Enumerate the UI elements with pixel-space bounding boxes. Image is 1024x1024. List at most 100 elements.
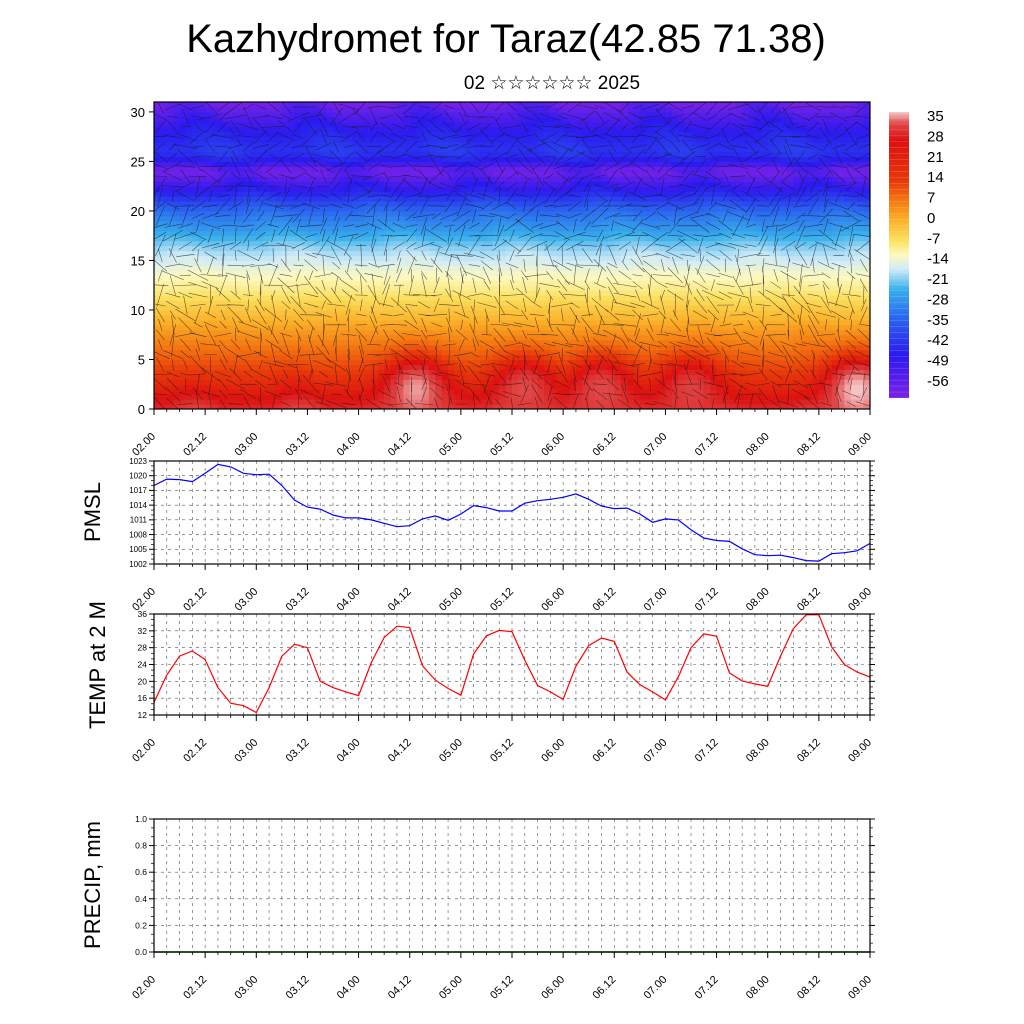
field-cell bbox=[614, 240, 622, 247]
field-cell bbox=[166, 295, 174, 301]
field-cell bbox=[179, 215, 187, 222]
field-cell bbox=[441, 102, 449, 108]
field-cell bbox=[614, 260, 622, 266]
field-cell bbox=[409, 394, 417, 400]
field-cell bbox=[403, 191, 411, 197]
field-cell bbox=[448, 156, 456, 163]
field-cell bbox=[154, 265, 161, 271]
field-cell bbox=[243, 384, 251, 390]
field-cell bbox=[358, 339, 366, 346]
field-cell bbox=[364, 280, 372, 286]
field-cell bbox=[505, 359, 513, 366]
field-cell bbox=[441, 245, 449, 252]
field-cell bbox=[639, 176, 647, 182]
field-cell bbox=[652, 339, 660, 346]
field-cell bbox=[205, 156, 213, 163]
field-cell bbox=[531, 225, 539, 232]
field-cell bbox=[492, 379, 500, 385]
field-cell bbox=[448, 161, 456, 167]
field-cell bbox=[294, 285, 302, 291]
field-cell bbox=[301, 324, 309, 331]
field-cell bbox=[556, 309, 564, 316]
field-cell bbox=[569, 364, 577, 370]
field-cell bbox=[230, 250, 238, 257]
field-cell bbox=[569, 309, 577, 316]
field-cell bbox=[217, 404, 225, 409]
field-cell bbox=[390, 384, 398, 390]
field-cell bbox=[333, 404, 340, 409]
field-cell bbox=[422, 260, 430, 266]
field-cell bbox=[173, 111, 181, 118]
field-cell bbox=[224, 329, 232, 336]
field-cell bbox=[569, 141, 577, 148]
field-cell bbox=[352, 116, 360, 123]
field-cell bbox=[486, 300, 494, 306]
field-cell bbox=[173, 319, 181, 326]
field-cell bbox=[179, 379, 187, 385]
field-cell bbox=[614, 161, 622, 167]
field-cell bbox=[416, 215, 424, 222]
field-cell bbox=[563, 156, 571, 163]
field-cell bbox=[588, 260, 596, 266]
field-cell bbox=[435, 344, 443, 351]
field-cell bbox=[646, 181, 654, 187]
field-cell bbox=[275, 235, 283, 242]
field-cell bbox=[627, 384, 635, 390]
field-cell bbox=[543, 146, 551, 153]
field-cell bbox=[614, 265, 622, 271]
field-cell bbox=[403, 339, 411, 346]
field-cell bbox=[339, 334, 347, 341]
field-cell bbox=[524, 374, 532, 380]
field-cell bbox=[160, 102, 168, 108]
field-cell bbox=[301, 354, 309, 361]
field-cell bbox=[262, 196, 270, 202]
field-cell bbox=[627, 220, 635, 227]
field-cell bbox=[499, 106, 507, 113]
field-cell bbox=[154, 364, 161, 370]
field-cell bbox=[294, 111, 302, 118]
field-cell bbox=[473, 220, 481, 227]
field-cell bbox=[435, 186, 443, 192]
field-cell bbox=[428, 404, 436, 409]
field-cell bbox=[262, 111, 270, 118]
field-cell bbox=[313, 245, 321, 252]
field-cell bbox=[582, 334, 590, 341]
field-cell bbox=[467, 309, 475, 316]
field-cell bbox=[345, 314, 353, 321]
field-cell bbox=[550, 225, 558, 232]
field-cell bbox=[505, 379, 513, 385]
field-cell bbox=[269, 121, 277, 128]
field-cell bbox=[563, 309, 571, 316]
field-cell bbox=[556, 235, 564, 242]
field-cell bbox=[595, 329, 603, 336]
field-cell bbox=[659, 364, 667, 370]
field-cell bbox=[620, 364, 628, 370]
field-cell bbox=[224, 215, 232, 222]
field-cell bbox=[556, 156, 564, 163]
field-cell bbox=[403, 230, 411, 237]
field-cell bbox=[326, 146, 334, 153]
field-cell bbox=[460, 255, 468, 262]
field-cell bbox=[211, 364, 219, 370]
field-cell bbox=[281, 230, 289, 237]
field-cell bbox=[422, 270, 430, 276]
field-cell bbox=[659, 181, 667, 187]
field-cell bbox=[595, 171, 603, 177]
field-cell bbox=[524, 305, 532, 311]
field-cell bbox=[326, 295, 334, 301]
field-cell bbox=[505, 156, 513, 163]
field-cell bbox=[275, 240, 283, 247]
field-cell bbox=[486, 285, 494, 291]
field-cell bbox=[486, 260, 494, 266]
field-cell bbox=[217, 126, 225, 133]
field-cell bbox=[422, 181, 430, 187]
field-cell bbox=[499, 354, 507, 361]
field-cell bbox=[620, 141, 628, 148]
field-cell bbox=[595, 285, 603, 291]
field-cell bbox=[275, 230, 283, 237]
field-cell bbox=[454, 181, 462, 187]
field-cell bbox=[339, 309, 347, 316]
field-cell bbox=[230, 354, 238, 361]
field-cell bbox=[205, 245, 213, 252]
field-cell bbox=[396, 235, 404, 242]
